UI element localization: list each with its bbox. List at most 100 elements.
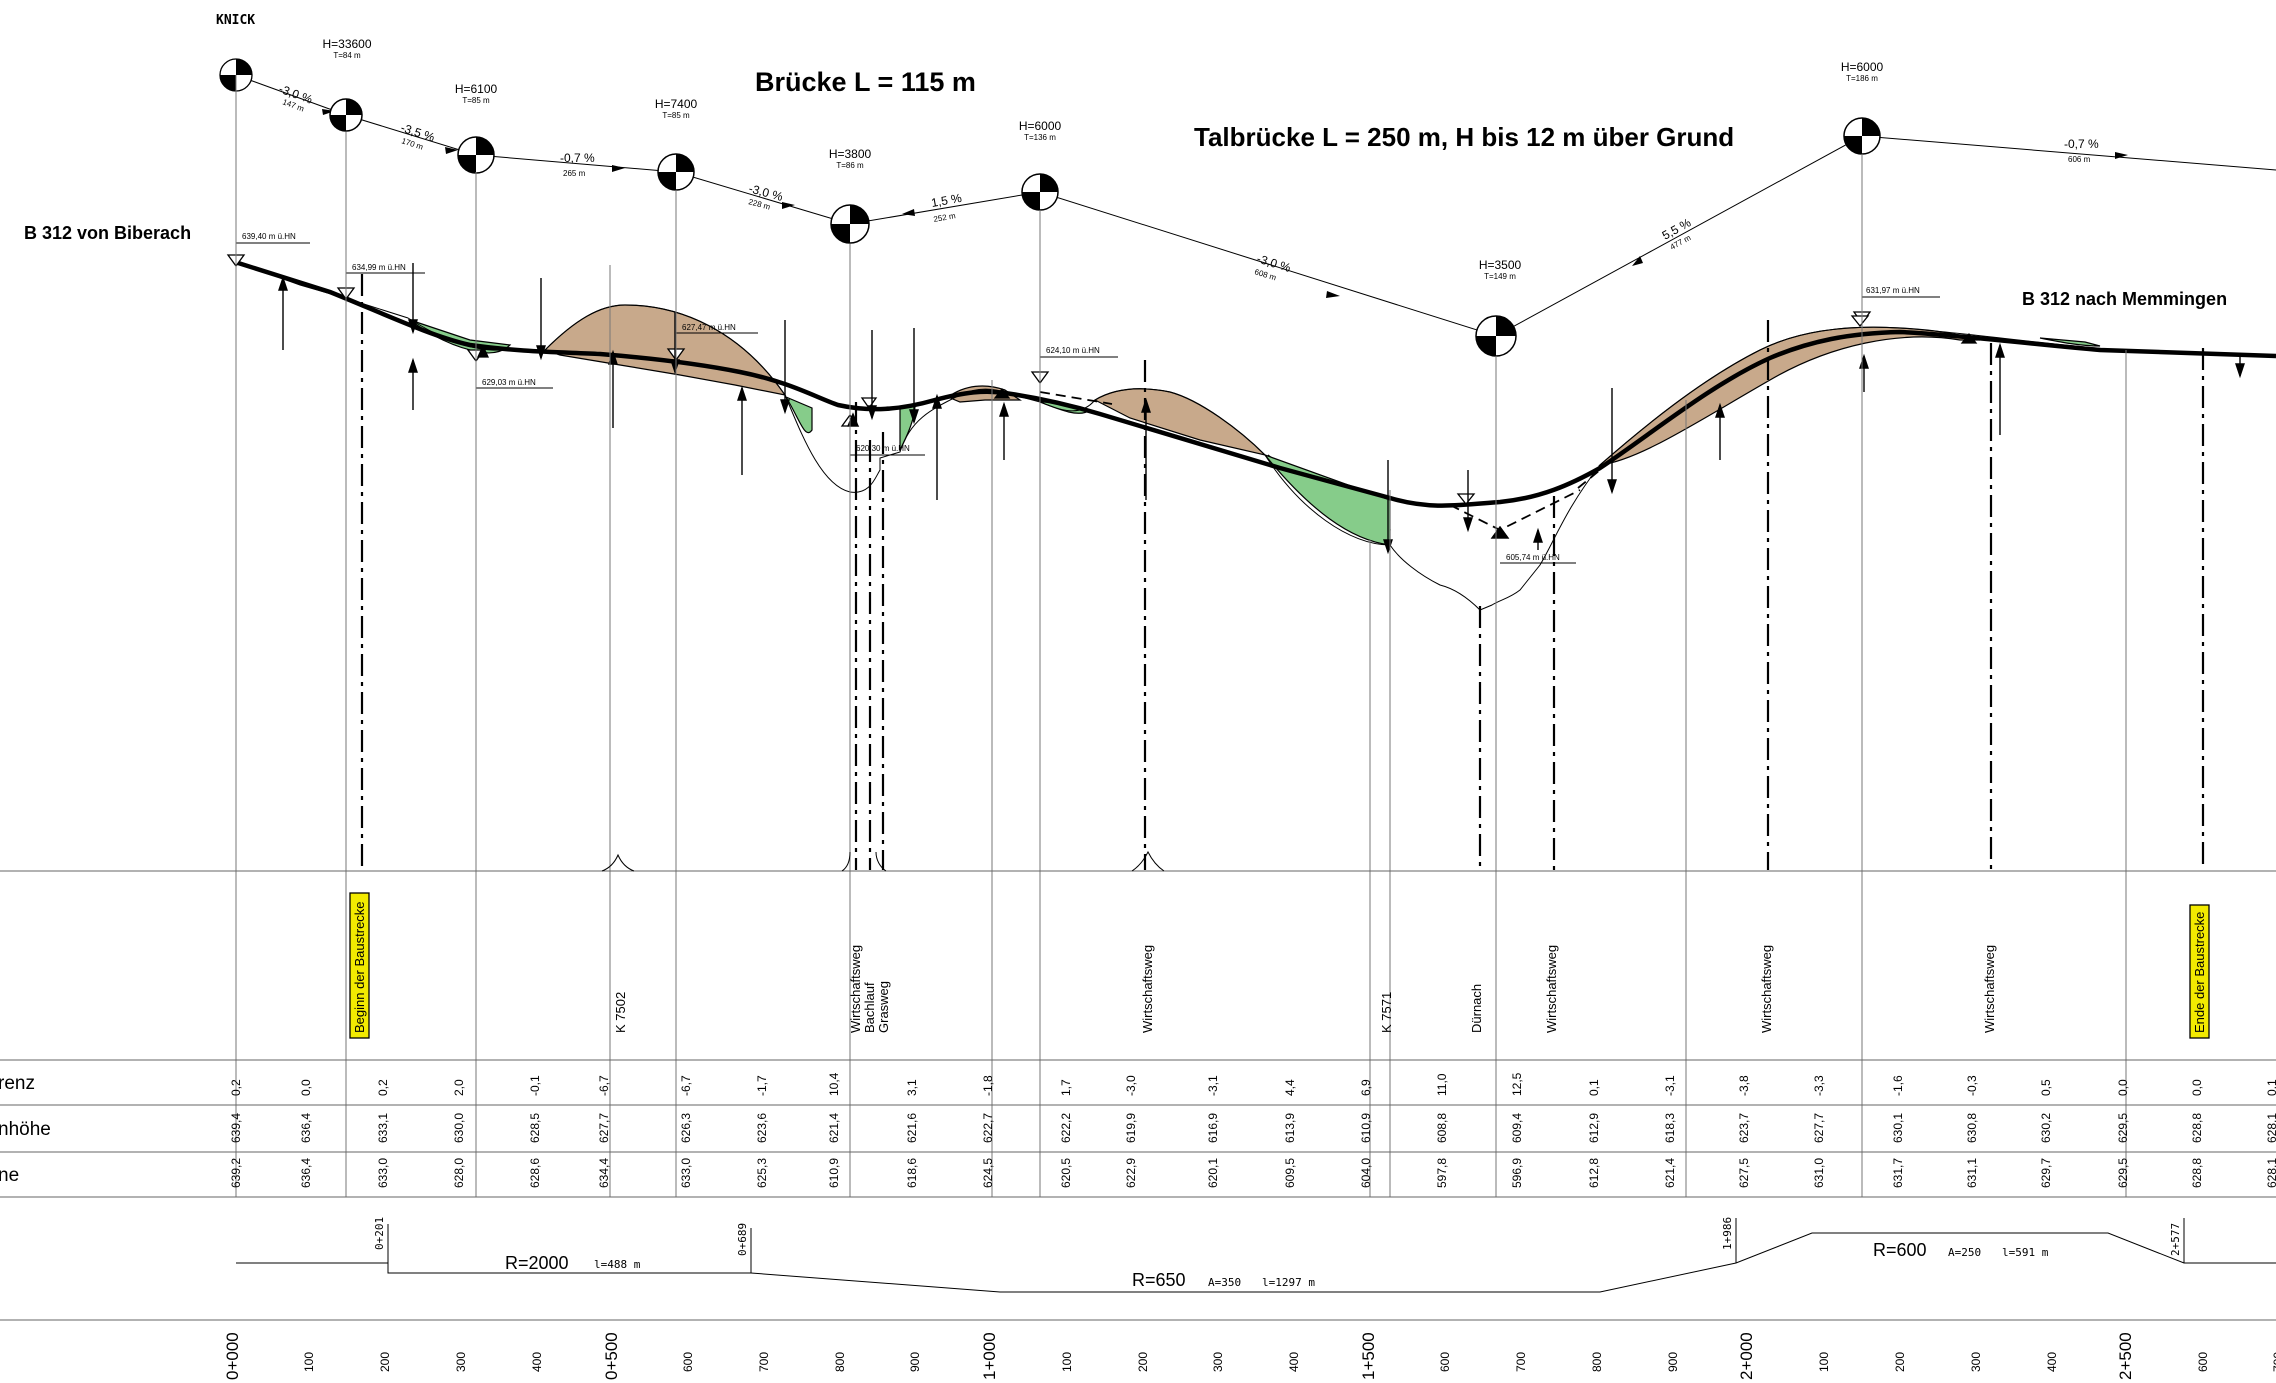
crossing-label: K 7571: [1379, 992, 1394, 1033]
curve-radius: R=2000: [505, 1253, 569, 1273]
table-cell: 612,9: [1587, 1113, 1601, 1143]
station-label: 300: [1211, 1352, 1225, 1372]
table-cell: 618,6: [905, 1158, 919, 1188]
station-label: 700: [1514, 1352, 1528, 1372]
start-marker-box: [349, 892, 370, 1039]
station-label: 200: [1893, 1352, 1907, 1372]
row-label-gradientenhoehe: nhöhe: [0, 1119, 51, 1140]
table-cell: 610,9: [827, 1158, 841, 1188]
table-cell: -1,6: [1891, 1075, 1905, 1096]
station-label: 900: [1666, 1352, 1680, 1372]
curve-radius: R=600: [1873, 1240, 1927, 1260]
left-road-label: B 312 von Biberach: [24, 223, 191, 243]
table-cell: 633,0: [376, 1158, 390, 1188]
table-cell: 630,0: [452, 1113, 466, 1143]
curve-param: A=350: [1208, 1276, 1241, 1289]
table-cell: 629,7: [2039, 1158, 2053, 1188]
curve-radius: R=650: [1132, 1270, 1186, 1290]
station-label: 300: [454, 1352, 468, 1372]
table-cell: 0,0: [2190, 1079, 2204, 1096]
table-cell: 613,9: [1283, 1113, 1297, 1143]
table-cell: 630,1: [1891, 1113, 1905, 1143]
end-marker-box: [2189, 904, 2210, 1039]
height-mark: 634,99 m ü.HN: [352, 263, 406, 272]
table-cell: 633,0: [679, 1158, 693, 1188]
vc-t-label: T=136 m: [1024, 133, 1056, 142]
table-cell: 618,3: [1663, 1113, 1677, 1143]
vertical-curve-marker: [457, 136, 495, 174]
measure-arrow: [1859, 353, 1869, 392]
table-cell: 623,6: [755, 1113, 769, 1143]
table-cell: 6,9: [1359, 1079, 1373, 1096]
measure-arrow: [932, 393, 942, 500]
vertical-curve-markers: [329, 98, 1881, 357]
table-cell: 1,7: [1059, 1079, 1073, 1096]
measure-arrow: [536, 278, 546, 361]
measure-arrow: [909, 328, 919, 425]
table-cell: 0,2: [376, 1079, 390, 1096]
table-cell: -3,3: [1812, 1075, 1826, 1096]
crossing-label: K 7502: [613, 992, 628, 1033]
table-cell: 634,4: [597, 1158, 611, 1188]
table-cell: -6,7: [679, 1075, 693, 1096]
table-cell: -3,1: [1206, 1075, 1220, 1096]
vertical-curve-marker: [1475, 315, 1517, 357]
crossing-label: Wirtschaftsweg: [1140, 945, 1155, 1033]
station-label: 200: [1136, 1352, 1150, 1372]
station-label: 100: [1060, 1352, 1074, 1372]
crossing-label: Wirtschaftsweg: [1544, 945, 1559, 1033]
knick-label: KNICK: [216, 13, 255, 28]
structure-arch: [1131, 850, 1165, 872]
table-cell: 628,1: [2265, 1113, 2276, 1143]
curve-length: l=1297 m: [1262, 1276, 1315, 1289]
row-label-gelaendehoehe: ne: [0, 1165, 19, 1186]
vc-t-label: T=85 m: [662, 111, 690, 120]
station-label: 2+000: [1737, 1332, 1756, 1380]
table-cell: 610,9: [1359, 1113, 1373, 1143]
measure-arrow: [1607, 388, 1617, 495]
station-label: 200: [378, 1352, 392, 1372]
curve-length: l=591 m: [2002, 1246, 2049, 1259]
station-label: 600: [1438, 1352, 1452, 1372]
table-cell: 636,4: [299, 1113, 313, 1143]
measure-arrow: [1463, 470, 1473, 533]
table-cell: 2,0: [452, 1079, 466, 1096]
station-label: 700: [757, 1352, 771, 1372]
station-label: 2+500: [2116, 1332, 2135, 1380]
table-cell: 0,1: [2265, 1079, 2276, 1096]
table-cell: 609,5: [1283, 1158, 1297, 1188]
station-label: 0+500: [602, 1332, 621, 1380]
table-cell: 627,5: [1737, 1158, 1751, 1188]
row-label-differenz: renz: [0, 1073, 35, 1094]
table-cell: 0,0: [299, 1079, 313, 1096]
right-road-label: B 312 nach Memmingen: [2022, 289, 2227, 309]
table-cell: 628,1: [2265, 1158, 2276, 1188]
crossing-label: Wirtschaftsweg: [1759, 945, 1774, 1033]
curve-station: 0+201: [373, 1217, 386, 1250]
measure-arrow: [408, 263, 418, 335]
table-cell: 629,5: [2116, 1113, 2130, 1143]
table-cell: 636,4: [299, 1158, 313, 1188]
table-cell: -3,0: [1124, 1075, 1138, 1096]
table-cell: 3,1: [905, 1079, 919, 1096]
station-label: 600: [2196, 1352, 2210, 1372]
station-lines: [235, 75, 2127, 1197]
height-mark: 631,97 m ü.HN: [1866, 286, 1920, 295]
terrain-line: [235, 261, 2276, 611]
table-cell: -1,8: [981, 1075, 995, 1096]
measure-arrows: [278, 263, 2245, 555]
curvature-band: 0+201 0+689 1+986 2+577 R=2000 l=488 m R…: [236, 1217, 2276, 1293]
table-cell: 609,4: [1510, 1113, 1524, 1143]
height-mark: 629,03 m ü.HN: [482, 378, 536, 387]
table-cell: 0,2: [229, 1079, 243, 1096]
measure-arrow: [278, 275, 288, 350]
crossing-labels: Beginn der Baustrecke K 7502 Wirtschafts…: [349, 892, 2210, 1039]
crossing-label: Grasweg: [876, 981, 891, 1033]
table-cell: 623,7: [1737, 1113, 1751, 1143]
table-cell: 621,4: [1663, 1158, 1677, 1188]
measure-arrow: [1533, 527, 1543, 550]
vc-h-label: H=6000: [1841, 60, 1884, 74]
gradient-len: 265 m: [563, 169, 586, 178]
fill-area: [784, 395, 813, 433]
